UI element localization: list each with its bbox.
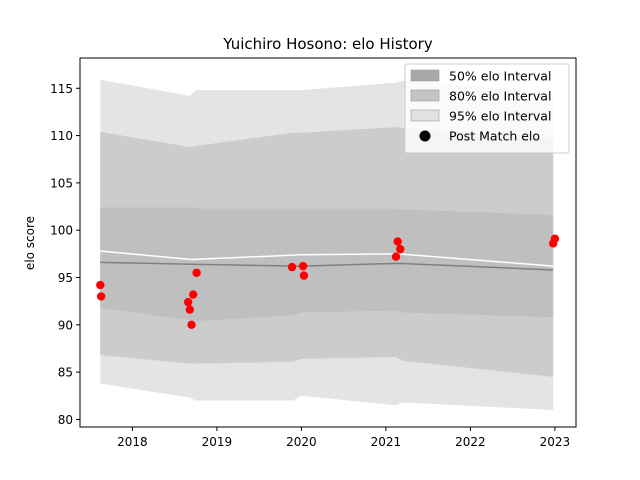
x-tick-label: 2023 bbox=[540, 435, 571, 449]
y-axis-label: elo score bbox=[23, 216, 37, 270]
data-point bbox=[298, 261, 308, 271]
data-point bbox=[96, 292, 106, 301]
data-point bbox=[185, 305, 195, 314]
y-tick-label: 100 bbox=[50, 224, 73, 238]
data-point bbox=[183, 297, 193, 307]
data-point bbox=[96, 280, 105, 290]
legend-frame bbox=[404, 63, 570, 154]
data-point bbox=[396, 244, 405, 254]
data-point bbox=[550, 234, 560, 243]
chart-title: Yuichiro Hosono: elo History bbox=[222, 35, 433, 53]
post-match-points bbox=[96, 234, 560, 330]
data-point bbox=[299, 271, 309, 280]
legend-label: 95% elo Interval bbox=[449, 109, 551, 124]
band-2 bbox=[100, 207, 554, 322]
legend-label: Post Match elo bbox=[449, 129, 540, 144]
y-tick-label: 90 bbox=[58, 318, 73, 332]
x-axis-ticks: 2018 2019 2020 2021 2022 2023 bbox=[117, 427, 570, 449]
legend-label: 80% elo Interval bbox=[449, 89, 551, 104]
x-tick-label: 2018 bbox=[117, 435, 148, 449]
data-point bbox=[287, 262, 297, 272]
data-point bbox=[393, 237, 402, 246]
data-point bbox=[187, 320, 196, 330]
data-point bbox=[192, 268, 201, 277]
x-tick-label: 2020 bbox=[286, 435, 317, 449]
line-mean bbox=[100, 250, 554, 267]
plot-frame bbox=[79, 57, 577, 428]
y-tick-label: 80 bbox=[58, 413, 73, 427]
legend-swatch bbox=[410, 89, 440, 102]
legend-swatch bbox=[410, 69, 440, 82]
y-tick-label: 115 bbox=[50, 82, 73, 96]
y-tick-label: 110 bbox=[50, 129, 73, 143]
legend-swatch bbox=[410, 109, 440, 122]
x-tick-label: 2022 bbox=[455, 435, 486, 449]
legend-label: 50% elo Interval bbox=[449, 69, 551, 84]
y-tick-label: 95 bbox=[58, 271, 73, 285]
legend: 50% elo Interval 80% elo Interval 95% elo … bbox=[404, 63, 570, 154]
y-tick-label: 105 bbox=[50, 176, 73, 190]
interval-bands bbox=[100, 79, 554, 410]
y-axis-ticks: 80 85 90 95 100 105 110 115 bbox=[50, 82, 80, 427]
data-point bbox=[189, 290, 198, 299]
x-tick-label: 2019 bbox=[202, 435, 233, 449]
x-tick-label: 2021 bbox=[371, 435, 402, 449]
data-point bbox=[391, 252, 401, 261]
legend-marker bbox=[419, 130, 431, 142]
y-tick-label: 85 bbox=[58, 366, 73, 380]
